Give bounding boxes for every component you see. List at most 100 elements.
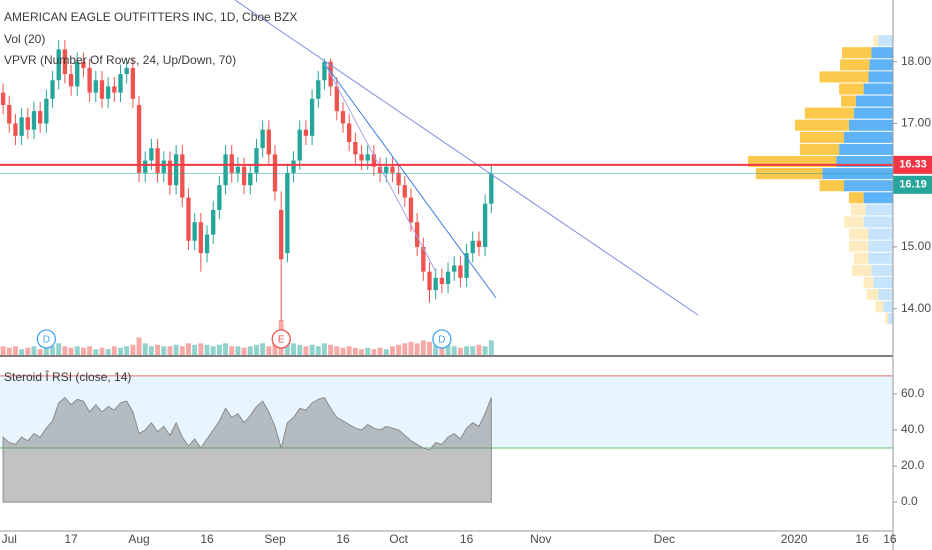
volume-bar [457, 347, 463, 355]
candle-body [248, 172, 253, 186]
candle-body [470, 240, 475, 254]
x-tick-label: 16 [200, 532, 214, 546]
candle-body [93, 80, 98, 93]
profile-down [795, 119, 849, 131]
volume-bar [352, 347, 358, 355]
candle-body [75, 61, 80, 87]
volume-bar [93, 349, 99, 355]
volume-bar [247, 346, 253, 355]
candle-body [482, 203, 488, 247]
event-label: E [278, 335, 285, 346]
x-tick-label: 16 [336, 532, 350, 546]
volume-bar [365, 347, 371, 355]
candle-body [396, 172, 401, 186]
candle-body [211, 209, 216, 235]
volume-bar [266, 346, 272, 355]
volume-pane [0, 320, 494, 355]
candle-body [217, 185, 222, 210]
candle-body [105, 86, 111, 99]
volume-bar [12, 346, 18, 355]
volume-bar [470, 346, 476, 355]
candle-body [322, 61, 327, 81]
candle-body [44, 98, 49, 124]
profile-down [748, 155, 837, 168]
volume-bar [130, 344, 136, 355]
volume-bar [272, 340, 278, 355]
profile-down [875, 301, 884, 313]
candle-body [309, 98, 315, 136]
volume-bar [155, 344, 161, 355]
volume-bar [204, 344, 210, 355]
event-marker [432, 329, 452, 349]
trend-line [324, 63, 437, 273]
candle-body [254, 148, 259, 173]
candle-body [118, 74, 123, 93]
candle-body [229, 154, 234, 173]
volume-bar [439, 346, 445, 355]
volume-bar [321, 343, 327, 355]
volume-bar [80, 347, 86, 355]
volume-bar [359, 349, 364, 355]
candle-body [31, 111, 37, 130]
candle-body [180, 154, 185, 198]
volume-bar [315, 346, 321, 355]
profile-down [844, 216, 864, 228]
candle-body [124, 67, 129, 75]
price-pane [0, 40, 494, 322]
candle-body [13, 123, 18, 136]
chart-title: AMERICAN EAGLE OUTFITTERS INC, 1D, Cboe … [4, 10, 297, 24]
candle-body [334, 86, 339, 112]
profile-up [873, 276, 893, 288]
candle-body [359, 154, 364, 161]
volume-bar [371, 349, 377, 355]
volume-bar [136, 337, 142, 355]
volume-bar [25, 347, 31, 355]
candle-body [56, 49, 61, 81]
profile-up [836, 155, 893, 168]
volume-bar [488, 340, 494, 355]
volume-bar [241, 347, 247, 355]
volume-bar [216, 344, 222, 355]
volume-bar [223, 343, 229, 355]
volume-bar [464, 346, 470, 355]
profile-down [866, 288, 879, 301]
profile-up [888, 313, 893, 325]
profile-down [873, 35, 879, 47]
candle-body [489, 173, 494, 204]
volume-bar [6, 347, 12, 355]
x-tick-label: Nov [530, 532, 551, 546]
volume-bar [68, 347, 74, 355]
profile-down [799, 131, 845, 143]
profile-down [840, 59, 870, 71]
price-label-box [893, 175, 932, 194]
volume-bar [334, 346, 340, 355]
candle-body [112, 86, 117, 93]
y-tick-label: 14.00 [901, 301, 931, 315]
candle-body [143, 160, 148, 173]
profile-down [851, 264, 872, 276]
profile-up [868, 71, 893, 83]
candle-body [476, 240, 482, 247]
volume-bar [62, 346, 68, 355]
y-tick-label: 15.00 [901, 239, 931, 253]
candle-body [38, 111, 43, 124]
profile-up [863, 83, 893, 95]
profile-up [848, 119, 893, 131]
volume-bar [19, 349, 25, 355]
x-tick-label: Dec [654, 532, 675, 546]
volume-bar [433, 344, 439, 355]
profile-up [863, 216, 893, 228]
volume-bar [235, 346, 241, 355]
volume-bar [148, 346, 154, 355]
volume-bar [105, 349, 111, 355]
candle-body [19, 117, 24, 136]
candle-body [408, 197, 414, 223]
profile-up [863, 192, 893, 204]
trend-line [234, 0, 699, 316]
volume-bar [118, 347, 123, 355]
profile-up [844, 131, 893, 143]
profile-up [865, 204, 893, 216]
volume-bar [291, 343, 297, 355]
volume-bar [50, 346, 56, 355]
